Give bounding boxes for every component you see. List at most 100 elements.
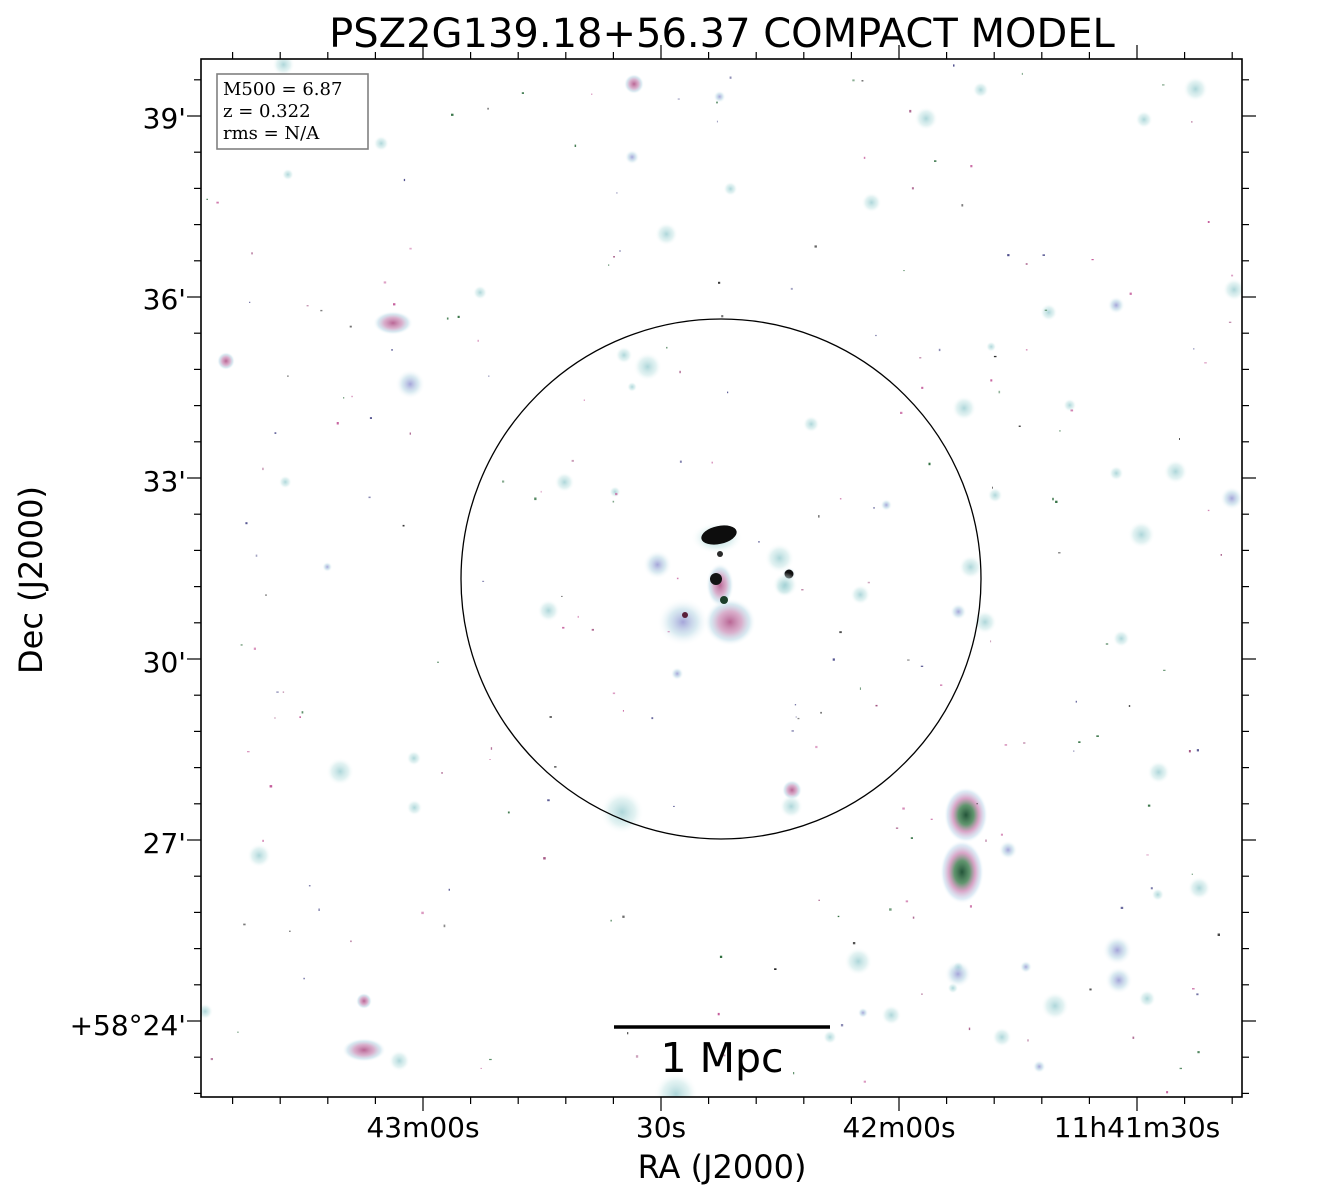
noise-pixel bbox=[1188, 750, 1191, 753]
faint-source-halo bbox=[1222, 278, 1242, 301]
noise-pixel bbox=[437, 661, 439, 663]
noise-pixel bbox=[457, 315, 460, 318]
faint-source-halo bbox=[861, 192, 882, 213]
noise-pixel bbox=[540, 490, 542, 493]
noise-pixel bbox=[1193, 348, 1195, 350]
noise-pixel bbox=[818, 515, 820, 518]
faint-source-halo bbox=[388, 1050, 410, 1072]
noise-pixel bbox=[282, 691, 285, 693]
noise-pixel bbox=[1146, 854, 1149, 856]
faint-source-halo bbox=[1135, 110, 1153, 129]
faint-source-halo bbox=[615, 346, 633, 364]
noise-pixel bbox=[612, 692, 616, 695]
faint-source-halo bbox=[406, 750, 422, 766]
noise-pixel bbox=[554, 766, 557, 768]
source-lower-left bbox=[356, 993, 372, 1009]
noise-pixel bbox=[490, 747, 493, 750]
noise-pixel bbox=[863, 156, 866, 159]
noise-pixel bbox=[1000, 833, 1003, 836]
noise-pixel bbox=[571, 459, 574, 462]
x-tick-label: 43m00s bbox=[366, 1111, 479, 1144]
noise-pixel bbox=[990, 379, 993, 382]
faint-source-halo bbox=[627, 381, 638, 392]
noise-pixel bbox=[613, 256, 615, 258]
noise-pixel bbox=[820, 711, 822, 714]
y-tick-label: 30' bbox=[143, 646, 186, 679]
noise-pixel bbox=[308, 885, 311, 887]
noise-pixel bbox=[1089, 988, 1092, 991]
noise-pixel bbox=[274, 717, 276, 719]
noise-pixel bbox=[289, 930, 291, 932]
noise-pixel bbox=[793, 1072, 795, 1075]
faint-source-halo bbox=[972, 81, 989, 98]
x-tick-label: 11h41m30s bbox=[1054, 1111, 1221, 1144]
noise-pixel bbox=[446, 317, 449, 320]
noise-pixel bbox=[487, 107, 489, 110]
faint-source-halo bbox=[473, 285, 488, 300]
faint-source-halo bbox=[1138, 989, 1156, 1008]
noise-pixel bbox=[255, 554, 258, 557]
noise-pixel bbox=[451, 113, 454, 116]
noise-pixel bbox=[301, 711, 304, 714]
noise-pixel bbox=[790, 287, 793, 290]
noise-pixel bbox=[627, 1032, 629, 1035]
noise-pixel bbox=[919, 357, 922, 359]
faint-source-halo bbox=[1107, 296, 1125, 314]
noise-pixel bbox=[928, 462, 931, 466]
noise-pixel bbox=[934, 160, 937, 162]
noise-pixel bbox=[635, 1055, 639, 1058]
faint-source-halo bbox=[850, 584, 871, 605]
faint-source-halo bbox=[1032, 1060, 1046, 1074]
faint-source-halo bbox=[880, 499, 893, 511]
noise-pixel bbox=[1162, 84, 1165, 86]
faint-source-halo bbox=[986, 341, 997, 352]
r500-circle bbox=[460, 318, 982, 840]
faint-source-halo bbox=[609, 486, 621, 498]
noise-pixel bbox=[1231, 274, 1234, 277]
noise-pixel bbox=[615, 492, 618, 496]
noise-pixel bbox=[1052, 497, 1054, 501]
noise-pixel bbox=[1025, 349, 1028, 351]
noise-pixel bbox=[727, 391, 729, 394]
faint-source-halo bbox=[914, 106, 938, 131]
x-tick-labels: 43m00s 30s 42m00s 11h41m30s bbox=[366, 1111, 1220, 1144]
x-tick-label: 30s bbox=[636, 1111, 686, 1144]
faint-source-halo bbox=[772, 572, 798, 598]
faint-source-halo bbox=[1163, 459, 1188, 484]
central-source-halo-c bbox=[706, 563, 734, 607]
noise-pixel bbox=[1027, 1039, 1029, 1042]
noise-pixel bbox=[818, 899, 820, 901]
noise-pixel bbox=[797, 717, 800, 720]
faint-source-halo bbox=[624, 149, 640, 165]
noise-pixel bbox=[1207, 221, 1210, 223]
noise-pixel bbox=[1023, 742, 1026, 744]
noise-pixel bbox=[902, 807, 905, 810]
faint-source-halo bbox=[973, 610, 997, 634]
central-source-core-b bbox=[710, 573, 722, 585]
noise-pixel bbox=[1179, 1067, 1182, 1070]
noise-pixel bbox=[1073, 750, 1075, 752]
noise-pixel bbox=[921, 386, 924, 389]
noise-pixel bbox=[1163, 669, 1166, 671]
noise-pixel bbox=[953, 64, 955, 67]
noise-pixel bbox=[591, 93, 593, 95]
noise-pixel bbox=[905, 900, 909, 903]
noise-pixel bbox=[852, 942, 856, 945]
plot-frame bbox=[200, 58, 1243, 1098]
noise-pixel bbox=[969, 905, 972, 908]
faint-source-halo bbox=[1109, 465, 1124, 481]
faint-source-halo bbox=[1104, 966, 1133, 995]
faint-source-halo bbox=[1102, 935, 1133, 966]
noise-pixel bbox=[938, 348, 941, 352]
noise-pixel bbox=[1042, 254, 1045, 256]
noise-pixel bbox=[839, 631, 842, 634]
noise-pixel bbox=[1129, 292, 1132, 295]
noise-pixel bbox=[795, 716, 797, 718]
faint-source-halo bbox=[326, 757, 354, 786]
noise-pixel bbox=[1191, 873, 1193, 875]
noise-pixel bbox=[343, 397, 345, 399]
noise-pixel bbox=[677, 98, 680, 100]
faint-source-halo bbox=[987, 487, 1003, 503]
noise-pixel bbox=[561, 595, 563, 597]
faint-source-halo bbox=[1063, 398, 1077, 412]
